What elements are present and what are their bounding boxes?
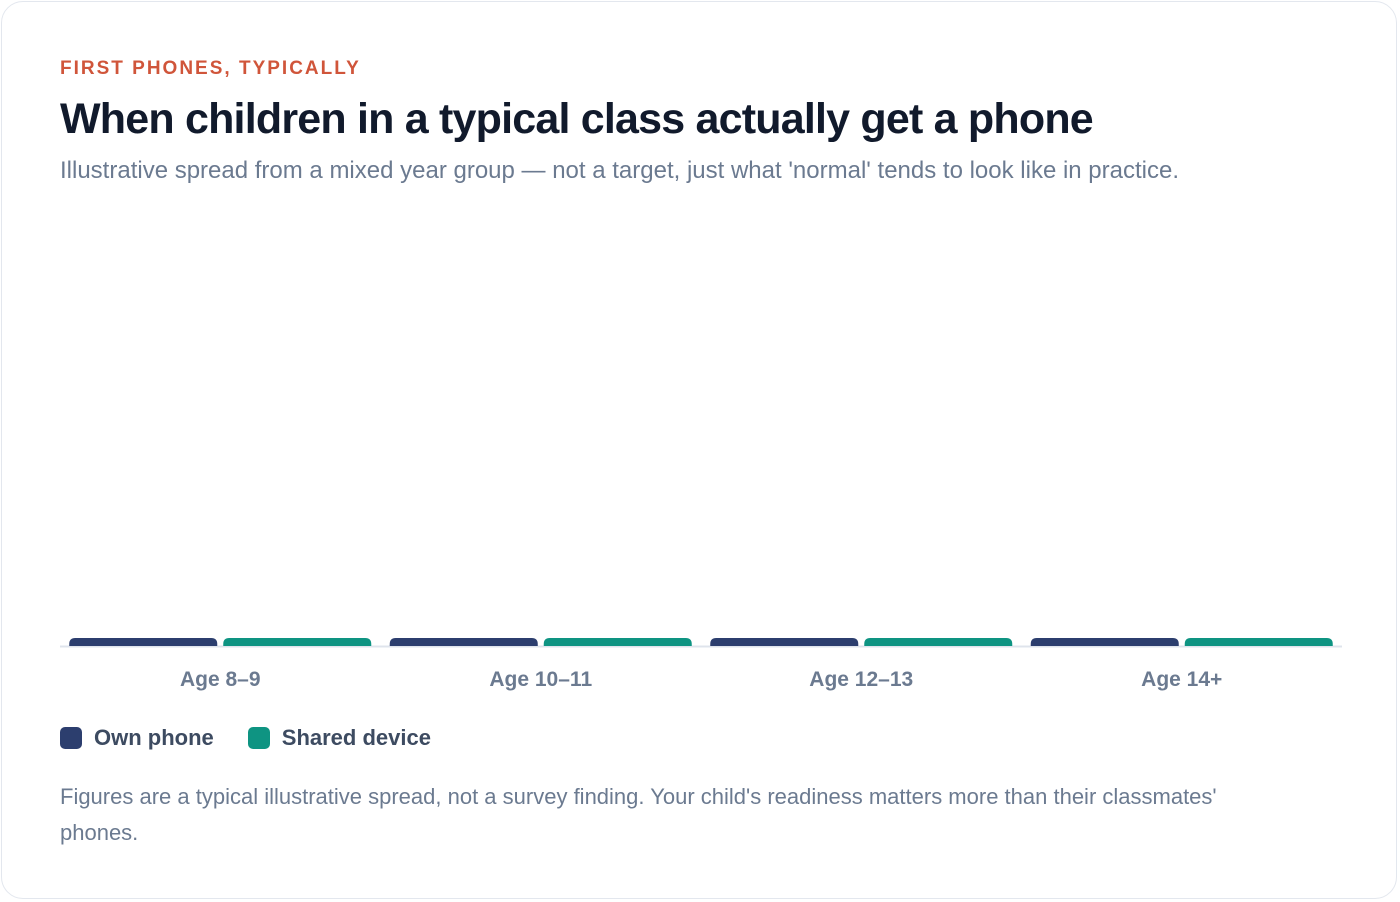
legend-swatch-own-phone [60,727,82,749]
legend-item-shared-device: Shared device [247,724,431,752]
x-tick-label: Age 10–11 [489,668,592,691]
bar-shared-device-3 [864,638,1013,646]
legend-item-own-phone: Own phone [60,724,214,752]
x-tick-label: Age 8–9 [180,668,261,691]
chart-subtitle: Illustrative spread from a mixed year gr… [60,157,1180,184]
bar-chart: Age 8–9 Age 10–11 Age 12–13 Age 14+ [60,222,1342,702]
bar-shared-device-2 [543,638,692,646]
bar-own-phone-4 [1030,638,1179,646]
chart-legend: Own phone Shared device [60,724,431,752]
x-tick-label: Age 14+ [1141,668,1222,691]
bar-chart-svg: Age 8–9 Age 10–11 Age 12–13 Age 14+ [60,638,1342,691]
eyebrow-label: FIRST PHONES, TYPICALLY [60,58,361,79]
bar-shared-device-4 [1184,638,1333,646]
legend-swatch-shared-device [247,727,270,749]
bar-own-phone-1 [69,638,218,646]
bar-own-phone-3 [710,638,859,646]
legend-label-shared-device: Shared device [281,725,431,750]
legend-label-own-phone: Own phone [94,725,214,750]
chart-footnote: Figures are a typical illustrative sprea… [60,784,1217,845]
x-tick-label: Age 12–13 [809,668,913,691]
bar-shared-device-1 [223,638,372,646]
bar-own-phone-2 [389,638,538,646]
page-title: When children in a typical class actuall… [60,95,1094,143]
